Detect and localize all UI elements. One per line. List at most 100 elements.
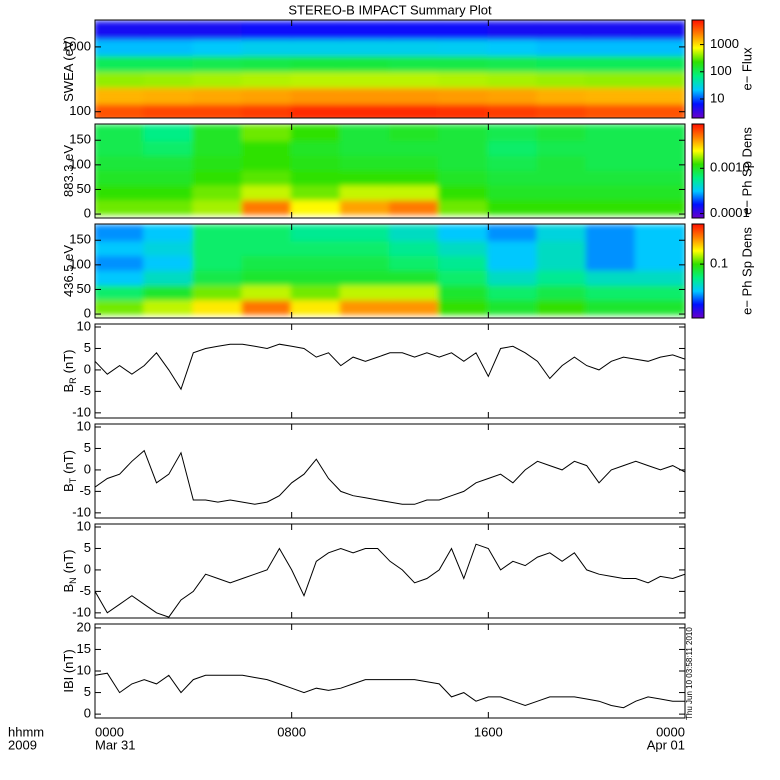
y-tick-label: 10 [77,318,91,333]
heatmap-cell [143,124,195,142]
heatmap-cell [241,37,293,57]
chart-title: STEREO-B IMPACT Summary Plot [288,2,492,17]
y-axis-label-main: IBI (nT) [61,649,76,692]
heatmap-cell [290,298,342,316]
heatmap-cell [143,254,195,271]
heatmap-cell [95,54,146,73]
heatmap-cell [536,70,588,89]
y-tick-label: -5 [79,483,91,498]
heatmap-cell [95,168,146,186]
colorbar [691,223,705,319]
y-tick-label: -10 [72,404,91,419]
heatmap-cell [634,239,685,257]
panel: -10 -5 0 5 10 BR (nT) [61,318,686,419]
heatmap-cell [143,102,195,118]
heatmap-cell [290,70,342,89]
heatmap-cell [389,70,441,89]
heatmap-cell [339,268,391,286]
y-axis-label-sub: R [68,377,78,384]
heatmap-cell [438,86,490,105]
heatmap-cell [585,37,637,57]
y-axis-label-main: 436.5 eV [61,245,76,297]
data-line [95,449,685,505]
heatmap-cell [143,86,195,105]
y-tick-label: 0 [84,461,91,476]
heatmap-cell [536,154,588,171]
heatmap-cell [389,254,441,271]
heatmap-cell [585,224,637,242]
heatmap-cell [585,198,637,216]
y-tick-label: 0 [84,206,91,221]
heatmap-cell [536,139,588,157]
heatmap-cells [95,224,685,316]
heatmap-cell [95,283,146,301]
heatmap-cell [95,70,146,89]
heatmap-cell [192,298,244,316]
y-tick-label: 0 [84,361,91,376]
timestamp: Thu Jun 10 03:58:11 2010 [685,627,694,720]
heatmap-cell [241,168,293,186]
heatmap-cell [95,239,146,257]
colorbar-tick-label: 0.0010 [710,160,750,175]
data-line [95,672,685,709]
heatmap [95,224,685,316]
x-date-label: Mar 31 [95,737,135,752]
heatmap-cell [143,268,195,286]
heatmap-cell [192,283,244,301]
heatmap-cell [438,21,490,40]
heatmap-cell [585,283,637,301]
heatmap-cell [95,102,146,118]
heatmap-cell [634,268,685,286]
heatmap-cell [339,54,391,73]
panel-frame [94,223,686,319]
y-axis-label-sub: N [68,577,78,584]
heatmap-cell [290,224,342,242]
colorbar-tick-label: 0.0001 [710,205,750,220]
y-tick-label: 20 [77,619,91,634]
heatmap-cell [95,198,146,216]
y-axis-label-main: B [61,584,76,593]
heatmap-cell [389,102,441,118]
y-tick-label: 0 [84,306,91,321]
x-tick-label: 0000 [656,724,685,739]
colorbar-tick-label: 1000 [710,36,739,51]
heatmap-cell [389,239,441,257]
heatmap-cell [389,86,441,105]
heatmap-cell [290,139,342,157]
y-tick-label: 5 [84,540,91,555]
heatmap [95,21,685,118]
heatmap-cell [192,70,244,89]
heatmap-cell [585,70,637,89]
heatmap-cell [192,168,244,186]
y-tick-label: 0 [84,706,91,721]
heatmap-cell [536,224,588,242]
heatmap-cell [290,268,342,286]
y-axis-label: BT (nT) [61,450,78,492]
heatmap-cell [290,86,342,105]
y-axis-label: BN (nT) [61,549,78,592]
heatmap-cell [634,139,685,157]
heatmap-cell [95,86,146,105]
heatmap-cell [143,183,195,201]
x-tick-label: 0800 [277,724,306,739]
heatmap-cell [487,139,539,157]
heatmap-cell [536,183,588,201]
y-tick-label: 10 [77,662,91,677]
heatmap-cell [536,198,588,216]
heatmap-cell [192,102,244,118]
heatmap-cell [143,139,195,157]
data-line [95,543,685,618]
y-axis-label-unit: (nT) [61,349,76,373]
y-axis-label: SWEA (eV) [61,36,76,102]
heatmap-cell [389,124,441,142]
heatmap-cell [585,254,637,271]
heatmap-cell [241,198,293,216]
heatmap-cell [290,168,342,186]
heatmap-cell [389,21,441,40]
heatmap-cell [634,254,685,271]
year-label: 2009 [8,737,37,752]
heatmap-cell [241,54,293,73]
y-axis-label-main: B [61,384,76,393]
